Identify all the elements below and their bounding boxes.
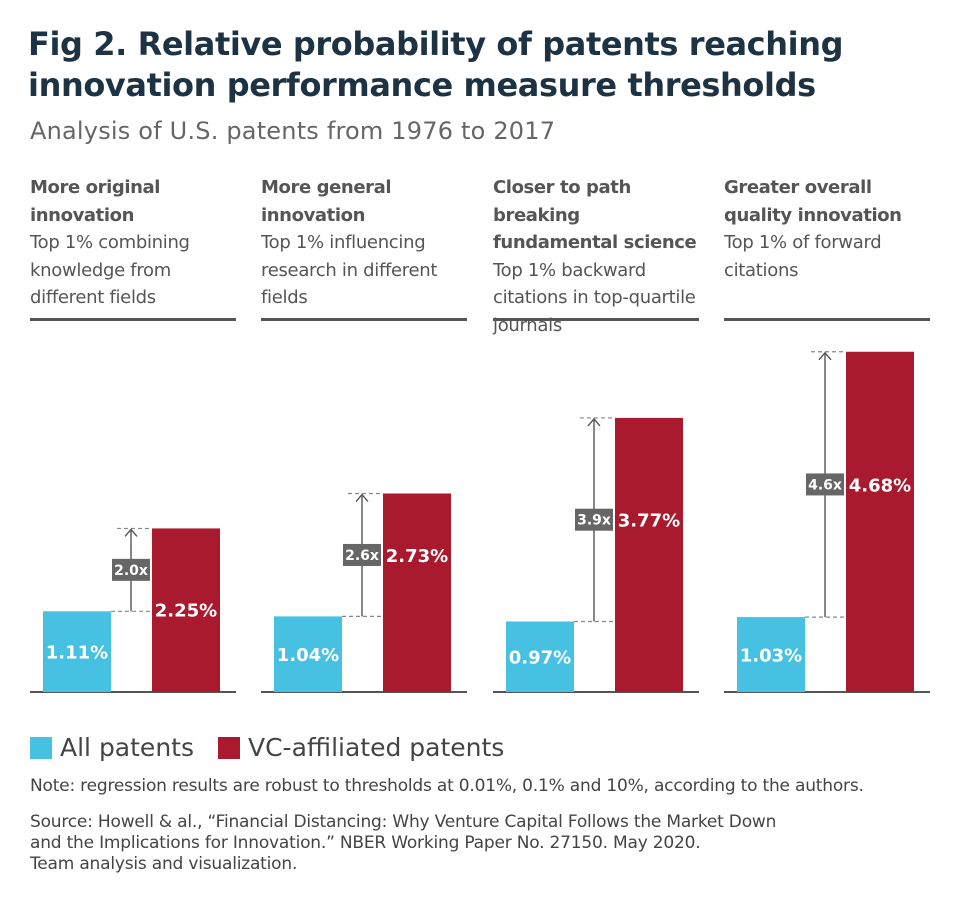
ratio-badge-quality xyxy=(806,473,844,496)
legend-label-all-patents: All patents xyxy=(60,733,194,762)
ratio-arrowhead-fundamental xyxy=(587,417,601,427)
panel-header-quality: Greater overall quality innovation Top 1… xyxy=(724,174,936,284)
value-label-vc-general: 2.73% xyxy=(386,546,448,567)
chart-subtitle: Analysis of U.S. patents from 1976 to 20… xyxy=(30,117,556,145)
panel-measure-fundamental: Closer to path breaking fundamental scie… xyxy=(493,177,697,253)
source-line: Team analysis and visualization. xyxy=(30,854,298,874)
panel-measure-quality: Greater overall quality innovation xyxy=(724,177,902,226)
bar-vc-patents-general xyxy=(383,493,451,692)
panel-description-quality: Top 1% of forward citations xyxy=(724,232,882,281)
legend-swatch-vc-patents xyxy=(218,736,240,759)
bar-all-patents-fundamental xyxy=(506,621,574,692)
value-label-all-quality: 1.03% xyxy=(740,646,802,667)
ratio-label-original: 2.0x xyxy=(114,563,148,579)
panel-header-rule xyxy=(30,318,236,321)
ratio-label-quality: 4.6x xyxy=(808,477,842,493)
source-line: and the Implications for Innovation.” NB… xyxy=(30,833,701,853)
bar-all-patents-original xyxy=(43,611,111,692)
chart-note: Note: regression results are robust to t… xyxy=(30,776,864,796)
panel-header-original: More original innovation Top 1% combinin… xyxy=(30,174,242,312)
panel-header-fundamental: Closer to path breaking fundamental scie… xyxy=(493,174,705,339)
ratio-badge-original xyxy=(112,558,150,581)
legend-item-vc-patents: VC-affiliated patents xyxy=(218,733,504,762)
panel-header-general: More general innovation Top 1% influenci… xyxy=(261,174,473,312)
value-label-vc-original: 2.25% xyxy=(155,600,217,621)
bar-all-patents-general xyxy=(274,616,342,692)
ratio-arrowhead-quality xyxy=(818,351,832,361)
panel-measure-original: More original innovation xyxy=(30,177,161,226)
value-label-all-original: 1.11% xyxy=(46,643,108,664)
panel-header-rule xyxy=(261,318,467,321)
legend-item-all-patents: All patents xyxy=(30,733,194,762)
source-line: Source: Howell & al., “Financial Distanc… xyxy=(30,812,777,832)
ratio-label-fundamental: 3.9x xyxy=(577,513,611,529)
bar-vc-patents-quality xyxy=(846,351,914,692)
panel-description-original: Top 1% combining knowledge from differen… xyxy=(30,232,190,308)
bar-all-patents-quality xyxy=(737,617,805,692)
panel-header-rule xyxy=(493,318,699,321)
panel-description-general: Top 1% influencing research in different… xyxy=(261,232,438,308)
bar-vc-patents-fundamental xyxy=(615,417,683,692)
value-label-all-general: 1.04% xyxy=(277,645,339,666)
value-label-vc-fundamental: 3.77% xyxy=(618,511,680,532)
ratio-label-general: 2.6x xyxy=(345,548,379,564)
panel-header-rule xyxy=(724,318,930,321)
chart-source: Source: Howell & al., “Financial Distanc… xyxy=(30,812,910,875)
legend-label-vc-patents: VC-affiliated patents xyxy=(248,733,505,762)
bar-vc-patents-original xyxy=(152,528,220,692)
ratio-arrowhead-general xyxy=(355,493,369,502)
ratio-badge-general xyxy=(343,543,381,566)
ratio-badge-fundamental xyxy=(575,508,613,531)
value-label-all-fundamental: 0.97% xyxy=(509,648,571,669)
panel-measure-general: More general innovation xyxy=(261,177,392,226)
legend-swatch-all-patents xyxy=(30,736,52,759)
ratio-arrowhead-original xyxy=(124,528,138,537)
chart-title: Fig 2. Relative probability of patents r… xyxy=(28,25,844,104)
value-label-vc-quality: 4.68% xyxy=(849,475,911,496)
